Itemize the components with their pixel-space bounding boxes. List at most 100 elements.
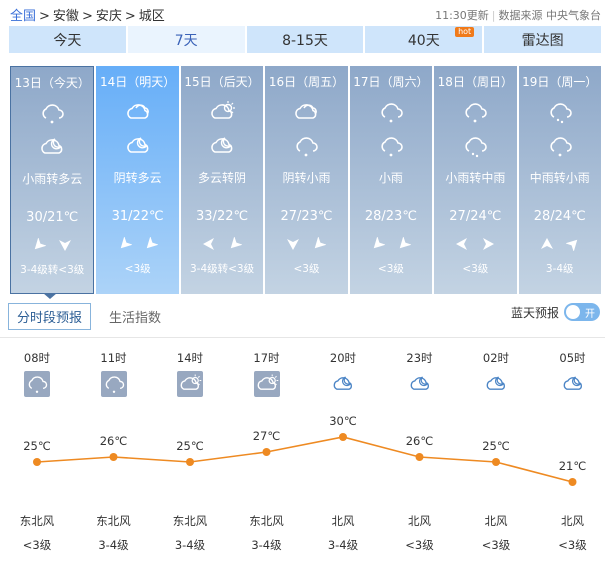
daily-forecast: 13日（今天） 小雨转多云 30/21℃ 3-4级转<3级 14日（明天） 阴转多… — [10, 66, 601, 294]
day-date: 18日（周日） — [437, 75, 513, 89]
temperature-point — [415, 453, 424, 461]
wind-direction: 北风 — [331, 514, 355, 528]
temperature-point — [186, 458, 194, 466]
day-weather: 多云转阴 — [198, 171, 247, 185]
day-weather: 小雨 — [378, 171, 403, 185]
hot-badge: hot — [455, 27, 475, 37]
wind-direction-icon — [455, 236, 469, 255]
breadcrumb-district: 城区 — [138, 9, 165, 24]
day-card[interactable]: 17日（周六） 小雨 28/23℃ <3级 — [349, 66, 433, 294]
day-weather: 阴转小雨 — [282, 171, 331, 185]
day-card[interactable]: 13日（今天） 小雨转多云 30/21℃ 3-4级转<3级 — [10, 66, 95, 294]
wind-direction-icon — [118, 236, 133, 255]
overcast-icon — [295, 104, 318, 119]
cloud-rain-icon — [381, 103, 403, 123]
cloud-rain-icon — [296, 137, 319, 157]
selected-caret — [43, 293, 57, 299]
tab-40-days[interactable]: 40天 hot — [365, 26, 483, 53]
cloud-sun-icon — [177, 371, 203, 397]
wind-direction: 东北风 — [172, 514, 208, 528]
tab-today[interactable]: 今天 — [9, 26, 126, 53]
wind-level: <3级 — [558, 538, 587, 552]
divider — [0, 337, 605, 338]
wind-direction-icon — [228, 236, 243, 255]
day-weather: 中雨转小雨 — [529, 171, 590, 185]
tab-8-15-days[interactable]: 8-15天 — [246, 26, 364, 53]
day-date: 19日（周一） — [522, 75, 598, 89]
day-card[interactable]: 18日（周日） 小雨转中雨 27/24℃ <3级 — [434, 66, 517, 294]
blue-sky-forecast: 蓝天预报 开 — [511, 303, 600, 321]
cloud-rain-icon — [381, 137, 403, 157]
day-weather: 阴转多云 — [113, 171, 162, 185]
temperature-point — [568, 478, 577, 486]
scrollbar[interactable] — [605, 0, 613, 573]
hour-label: 08时 — [23, 351, 51, 365]
temperature-label: 27℃ — [252, 429, 281, 443]
wind-direction: 北风 — [408, 514, 431, 528]
hour-label: 17时 — [253, 351, 280, 365]
cloud-sun-icon — [253, 371, 280, 397]
breadcrumb-city: 安庆 — [95, 9, 122, 24]
day-temperature: 27/24℃ — [449, 209, 502, 224]
day-card[interactable]: 19日（周一） 中雨转小雨 28/24℃ 3-4级 — [518, 66, 601, 294]
breadcrumb-country[interactable]: 全国 — [10, 9, 37, 24]
day-temperature: 31/22℃ — [111, 209, 164, 224]
cloud-rain-heavy-icon — [550, 103, 572, 124]
hour-label: 14时 — [176, 351, 204, 365]
day-wind-level: 3-4级转<3级 — [189, 263, 255, 275]
day-date: 13日（今天） — [14, 76, 90, 90]
day-card[interactable]: 14日（明天） 阴转多云 31/22℃ <3级 — [96, 66, 179, 294]
wind-direction-icon — [202, 236, 216, 255]
tab-hourly-forecast[interactable]: 分时段预报 — [8, 303, 92, 330]
source-name: 中央气象台 — [546, 9, 601, 22]
cloud-moon-icon — [41, 138, 63, 154]
cloud-rain-icon — [100, 371, 127, 397]
temperature-chart — [33, 433, 577, 486]
day-date: 17日（周六） — [353, 75, 429, 89]
day-card[interactable]: 16日（周五） 阴转小雨 27/23℃ <3级 — [265, 66, 348, 294]
source-label: 数据来源 — [498, 9, 543, 22]
day-date: 14日（明天） — [99, 75, 176, 89]
hour-label: 11时 — [100, 351, 127, 365]
hour-label: 05时 — [559, 351, 586, 365]
blue-sky-toggle[interactable]: 开 — [564, 303, 600, 321]
day-wind-level: 3-4级 — [545, 263, 574, 275]
temperature-label: 21℃ — [558, 459, 587, 473]
temperature-label: 25℃ — [482, 439, 510, 453]
breadcrumb: 全国 > 安徽 > 安庆 > 城区 — [10, 9, 165, 24]
wind-direction-icon — [397, 236, 412, 255]
day-temperature: 28/23℃ — [364, 209, 417, 224]
tab-radar[interactable]: 雷达图 — [484, 26, 601, 53]
wind-level: <3级 — [405, 538, 434, 552]
day-temperature: 30/21℃ — [26, 210, 79, 225]
wind-level: 3-4级 — [174, 538, 206, 552]
cloud-moon-icon — [483, 371, 509, 397]
tab-life-index[interactable]: 生活指数 — [109, 311, 162, 326]
hour-label: 23时 — [406, 351, 433, 365]
temperature-point — [492, 458, 500, 466]
wind-level: <3级 — [481, 538, 511, 552]
temperature-point — [33, 458, 41, 466]
cloud-rain-icon — [42, 104, 64, 124]
wind-direction-icon — [32, 237, 47, 256]
cloud-sun-icon — [211, 101, 236, 119]
tab-7-days[interactable]: 7天 — [127, 26, 245, 53]
temperature-label: 26℃ — [405, 434, 434, 448]
temperature-point — [262, 448, 271, 456]
day-wind-level: 3-4级转<3级 — [20, 264, 85, 276]
day-wind-level: <3级 — [293, 263, 320, 275]
temperature-label: 25℃ — [23, 439, 51, 453]
wind-level: 3-4级 — [98, 538, 129, 552]
forecast-tabs: 今天 7天 8-15天 40天 hot 雷达图 — [9, 26, 601, 53]
day-card[interactable]: 15日（后天） 多云转阴 33/22℃ 3-4级转<3级 — [180, 66, 264, 294]
day-temperature: 27/23℃ — [280, 209, 333, 224]
overcast-icon — [126, 104, 149, 119]
blue-sky-label: 蓝天预报 — [510, 305, 559, 320]
temperature-line — [36, 436, 573, 483]
day-temperature: 33/22℃ — [196, 209, 249, 224]
temperature-label: 30℃ — [329, 414, 357, 428]
cloud-moon-icon — [126, 137, 149, 153]
cloud-rain-icon — [465, 103, 488, 123]
cloud-rain-icon — [550, 137, 572, 157]
day-weather: 小雨转中雨 — [445, 171, 506, 185]
